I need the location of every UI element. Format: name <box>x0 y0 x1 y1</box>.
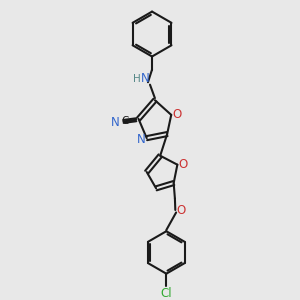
Text: N: N <box>141 73 149 85</box>
Text: Cl: Cl <box>160 287 172 300</box>
Text: C: C <box>121 116 128 126</box>
Text: N: N <box>111 116 120 129</box>
Text: O: O <box>172 108 181 121</box>
Text: N: N <box>137 133 146 146</box>
Text: O: O <box>178 158 187 171</box>
Text: H: H <box>133 74 141 84</box>
Text: O: O <box>176 203 186 217</box>
